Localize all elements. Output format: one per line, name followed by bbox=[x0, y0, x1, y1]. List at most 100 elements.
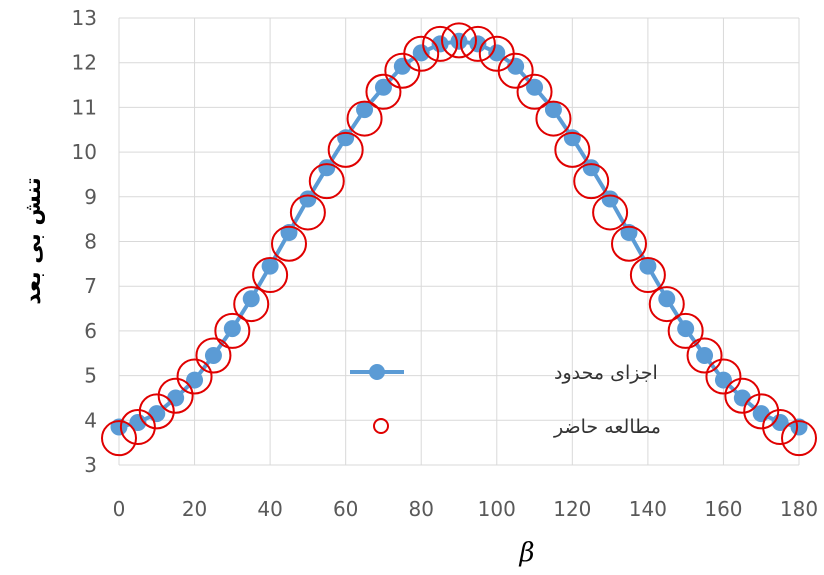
x-tick-label: 140 bbox=[629, 497, 667, 521]
y-tick-labels: 3 4 5 6 7 8 9 10 11 12 13 bbox=[72, 6, 97, 477]
legend: اجزای محدود مطالعه حاضر bbox=[350, 362, 661, 438]
x-tick-label: 80 bbox=[408, 497, 433, 521]
data-point-fem bbox=[318, 159, 336, 177]
series-circle-group bbox=[101, 22, 817, 457]
data-point-present bbox=[459, 25, 496, 62]
data-point-present bbox=[327, 131, 364, 168]
y-tick-label: 13 bbox=[72, 6, 97, 30]
y-tick-label: 12 bbox=[72, 51, 97, 75]
data-point-fem bbox=[620, 224, 638, 242]
series-marker-group bbox=[110, 32, 808, 436]
x-axis-label: β bbox=[518, 538, 534, 568]
legend-label-fem: اجزای محدود bbox=[554, 362, 658, 384]
data-point-fem bbox=[790, 418, 808, 436]
data-point-fem bbox=[563, 129, 581, 147]
data-point-present bbox=[195, 337, 232, 374]
data-point-present bbox=[554, 131, 591, 168]
data-point-fem bbox=[280, 224, 298, 242]
data-point-present bbox=[422, 25, 459, 62]
data-point-fem bbox=[261, 257, 279, 275]
data-point-present bbox=[101, 420, 137, 457]
data-point-present bbox=[214, 312, 251, 349]
data-point-present bbox=[762, 409, 799, 446]
data-point-present bbox=[289, 194, 326, 231]
data-point-fem bbox=[412, 44, 430, 62]
x-tick-label: 160 bbox=[704, 497, 742, 521]
data-point-present bbox=[138, 393, 175, 430]
data-point-present bbox=[705, 358, 742, 395]
data-point-fem bbox=[204, 346, 222, 364]
data-point-present bbox=[611, 225, 647, 262]
data-point-fem bbox=[714, 371, 732, 389]
data-point-present bbox=[648, 286, 685, 323]
y-tick-label: 9 bbox=[84, 185, 97, 209]
data-point-fem bbox=[186, 371, 204, 389]
data-point-fem bbox=[601, 190, 619, 208]
data-point-present bbox=[119, 409, 156, 446]
data-point-fem bbox=[696, 346, 714, 364]
data-point-present bbox=[535, 100, 572, 137]
y-tick-label: 8 bbox=[84, 230, 97, 254]
data-point-fem bbox=[488, 44, 506, 62]
x-tick-label: 100 bbox=[478, 497, 516, 521]
data-point-present bbox=[516, 73, 553, 110]
series-line-fem bbox=[118, 39, 800, 429]
data-point-fem bbox=[110, 418, 128, 436]
data-point-present bbox=[176, 358, 213, 395]
data-point-fem bbox=[356, 101, 374, 119]
data-point-present bbox=[497, 52, 534, 89]
data-point-present bbox=[441, 22, 477, 59]
legend-marker-swatch bbox=[369, 364, 385, 380]
data-point-fem bbox=[374, 78, 392, 96]
y-tick-label: 11 bbox=[72, 95, 97, 119]
data-point-present bbox=[573, 163, 610, 200]
data-point-fem bbox=[582, 159, 600, 177]
data-point-present bbox=[686, 337, 723, 374]
data-point-fem bbox=[223, 320, 241, 338]
data-point-present bbox=[252, 257, 289, 294]
y-tick-label: 3 bbox=[84, 453, 97, 477]
data-point-fem bbox=[526, 78, 544, 96]
data-point-present bbox=[157, 377, 194, 414]
legend-label-present: مطالعه حاضر bbox=[553, 416, 661, 438]
y-axis-label: تنش بی بعد bbox=[21, 177, 46, 305]
data-point-present bbox=[308, 163, 345, 200]
y-tick-label: 4 bbox=[84, 408, 97, 432]
data-point-fem bbox=[544, 101, 562, 119]
data-point-fem bbox=[242, 290, 260, 308]
x-tick-label: 120 bbox=[553, 497, 591, 521]
data-point-fem bbox=[337, 129, 355, 147]
data-point-fem bbox=[677, 320, 695, 338]
data-point-fem bbox=[167, 389, 185, 407]
x-tick-label: 180 bbox=[780, 497, 818, 521]
data-point-present bbox=[667, 312, 704, 349]
x-tick-labels: 0 20 40 60 80 100 120 140 160 180 bbox=[113, 497, 818, 521]
data-point-present bbox=[629, 257, 666, 294]
data-point-present bbox=[781, 420, 817, 457]
data-point-fem bbox=[393, 57, 411, 75]
data-point-present bbox=[271, 225, 307, 262]
data-point-fem bbox=[507, 57, 525, 75]
x-tick-label: 40 bbox=[257, 497, 282, 521]
y-tick-label: 7 bbox=[84, 274, 97, 298]
grid bbox=[118, 17, 800, 466]
data-point-present bbox=[592, 194, 629, 231]
x-tick-label: 0 bbox=[113, 497, 126, 521]
x-tick-label: 20 bbox=[182, 497, 207, 521]
data-point-present bbox=[346, 100, 383, 137]
x-tick-label: 60 bbox=[333, 497, 358, 521]
y-tick-label: 6 bbox=[84, 319, 97, 343]
data-point-present bbox=[743, 393, 780, 430]
y-tick-label: 5 bbox=[84, 364, 97, 388]
series-line-group bbox=[118, 39, 800, 429]
data-point-fem bbox=[299, 190, 317, 208]
data-point-present bbox=[233, 286, 270, 323]
data-point-fem bbox=[450, 32, 468, 50]
data-point-present bbox=[724, 377, 761, 414]
data-point-fem bbox=[733, 389, 751, 407]
data-point-fem bbox=[658, 290, 676, 308]
data-point-present bbox=[403, 35, 440, 72]
data-point-present bbox=[365, 73, 402, 110]
legend-circle-swatch bbox=[373, 418, 389, 434]
